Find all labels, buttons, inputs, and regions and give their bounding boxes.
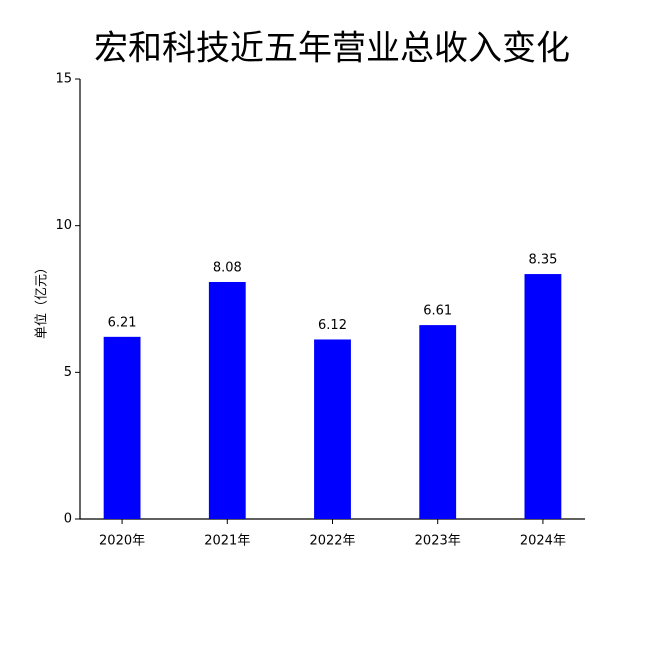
y-tick-label: 0	[64, 512, 72, 527]
value-label: 6.12	[318, 318, 347, 333]
bar	[419, 325, 457, 519]
bar	[103, 336, 141, 519]
x-tick-label: 2021年	[204, 534, 250, 549]
value-label: 8.08	[213, 260, 242, 275]
value-label: 6.61	[423, 304, 452, 319]
y-axis-label: 单位（亿元）	[35, 261, 50, 339]
x-tick-label: 2023年	[415, 534, 461, 549]
value-label: 8.35	[528, 253, 557, 268]
x-tick-label: 2024年	[520, 534, 566, 549]
chart-title: 宏和科技近五年营业总收入变化	[94, 29, 570, 69]
y-tick-label: 5	[64, 365, 72, 380]
value-label: 6.21	[108, 315, 137, 330]
bar	[208, 281, 246, 519]
y-tick-label: 15	[55, 72, 72, 87]
bar	[314, 339, 351, 519]
bar	[524, 274, 562, 519]
y-tick-label: 10	[55, 218, 72, 233]
x-tick-label: 2022年	[309, 534, 355, 549]
x-tick-label: 2020年	[99, 534, 145, 549]
